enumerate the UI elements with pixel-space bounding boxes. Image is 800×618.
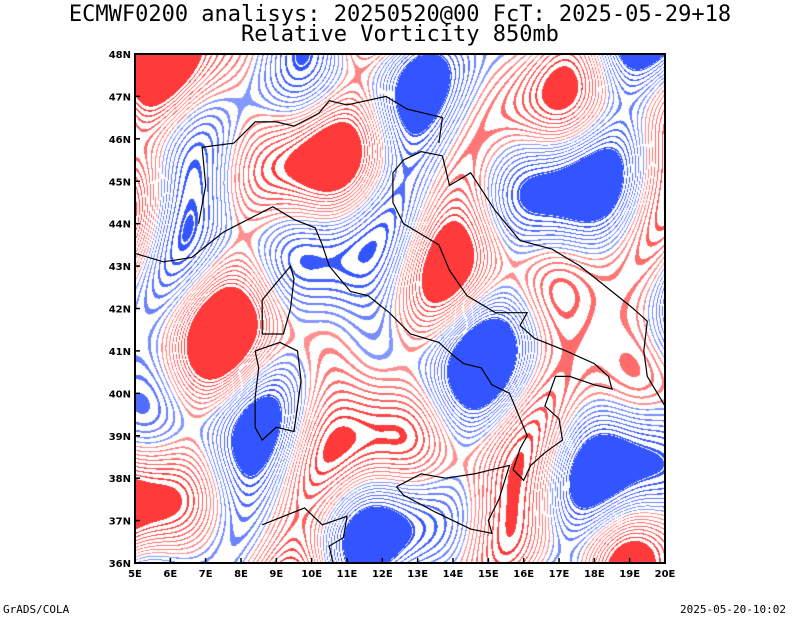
- lat-tick-label: 48N: [109, 50, 131, 61]
- lon-tick-label: 15E: [478, 569, 499, 580]
- plot-title: ECMWF0200 analisys: 20250520@00 FcT: 202…: [68, 2, 732, 27]
- lon-tick-label: 17E: [549, 569, 570, 580]
- lon-tick-label: 9E: [269, 569, 283, 580]
- lat-tick-label: 39N: [109, 432, 131, 443]
- coastline-segment: [261, 507, 348, 563]
- lat-tick-label: 44N: [109, 220, 131, 231]
- lon-tick-label: 7E: [199, 569, 213, 580]
- lon-tick-label: 18E: [584, 569, 605, 580]
- lat-tick-label: 43N: [109, 262, 131, 273]
- lon-tick-label: 12E: [372, 569, 393, 580]
- coastline-segment: [198, 95, 444, 224]
- lon-tick-label: 16E: [513, 569, 534, 580]
- lon-tick-label: 19E: [619, 569, 640, 580]
- lat-tick-label: 45N: [109, 177, 131, 188]
- coastlines: [135, 95, 665, 563]
- lon-tick-label: 10E: [301, 569, 322, 580]
- coastline-segment: [396, 464, 511, 535]
- lat-tick-label: 47N: [109, 92, 131, 103]
- coastline-segment: [261, 264, 295, 335]
- plot-subtitle: Relative Vorticity 850mb: [241, 22, 559, 47]
- longitude-axis: 5E 6E 7E 8E 9E 10E 11E 12E 13E 14E 15E 16E 17E 18E 19E…: [128, 558, 676, 580]
- lon-tick-label: 11E: [337, 569, 358, 580]
- coastline-segment: [223, 150, 613, 482]
- lat-tick-label: 41N: [109, 347, 131, 358]
- lat-tick-label: 40N: [109, 389, 131, 400]
- lon-tick-label: 5E: [128, 569, 142, 580]
- coastline-segment: [135, 231, 224, 263]
- lon-tick-label: 8E: [234, 569, 248, 580]
- lon-tick-label: 14E: [443, 569, 464, 580]
- coastline-segment: [254, 341, 302, 441]
- generation-timestamp: 2025-05-20-10:02: [680, 603, 786, 616]
- coastline-segment: [441, 155, 665, 407]
- vorticity-contours: [135, 54, 665, 563]
- lat-tick-label: 46N: [109, 135, 131, 146]
- lat-tick-label: 42N: [109, 305, 131, 316]
- lon-tick-label: 20E: [655, 569, 676, 580]
- lon-tick-label: 6E: [163, 569, 177, 580]
- lat-tick-label: 37N: [109, 517, 131, 528]
- lat-tick-label: 38N: [109, 474, 131, 485]
- software-credit: GrADS/COLA: [3, 603, 70, 616]
- latitude-axis: 36N 37N 38N 39N 40N 41N 42N 43N 44N 45N 46N 47N 48N: [109, 50, 140, 570]
- vorticity-field-image: [135, 54, 665, 563]
- lon-tick-label: 13E: [407, 569, 428, 580]
- lat-tick-label: 36N: [109, 559, 131, 570]
